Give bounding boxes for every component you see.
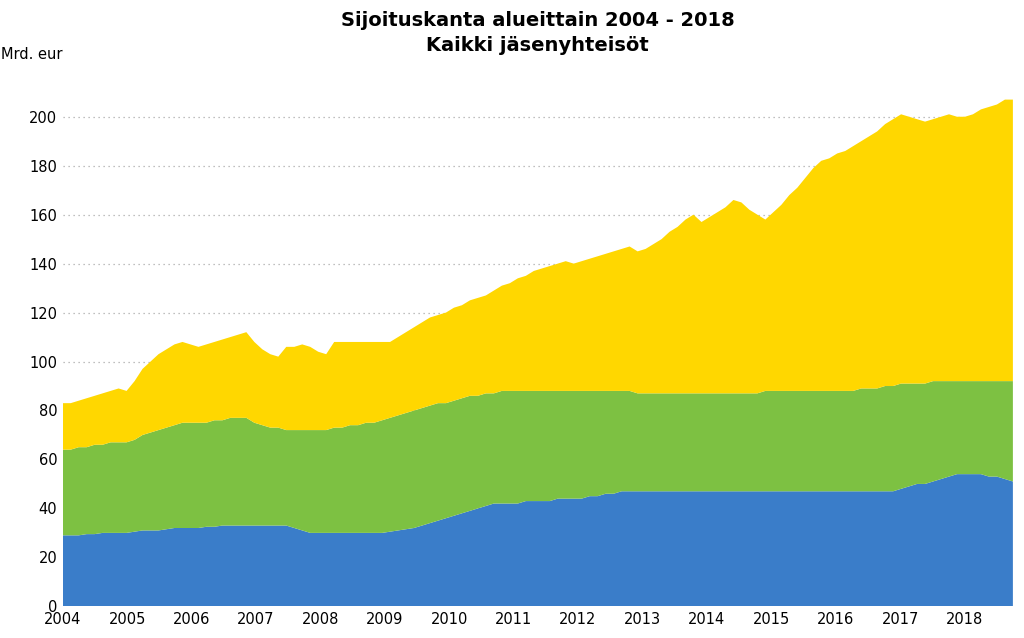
Text: Mrd. eur: Mrd. eur <box>1 47 62 63</box>
Title: Sijoituskanta alueittain 2004 - 2018
Kaikki jäsenyhteisöt: Sijoituskanta alueittain 2004 - 2018 Kai… <box>341 11 734 55</box>
